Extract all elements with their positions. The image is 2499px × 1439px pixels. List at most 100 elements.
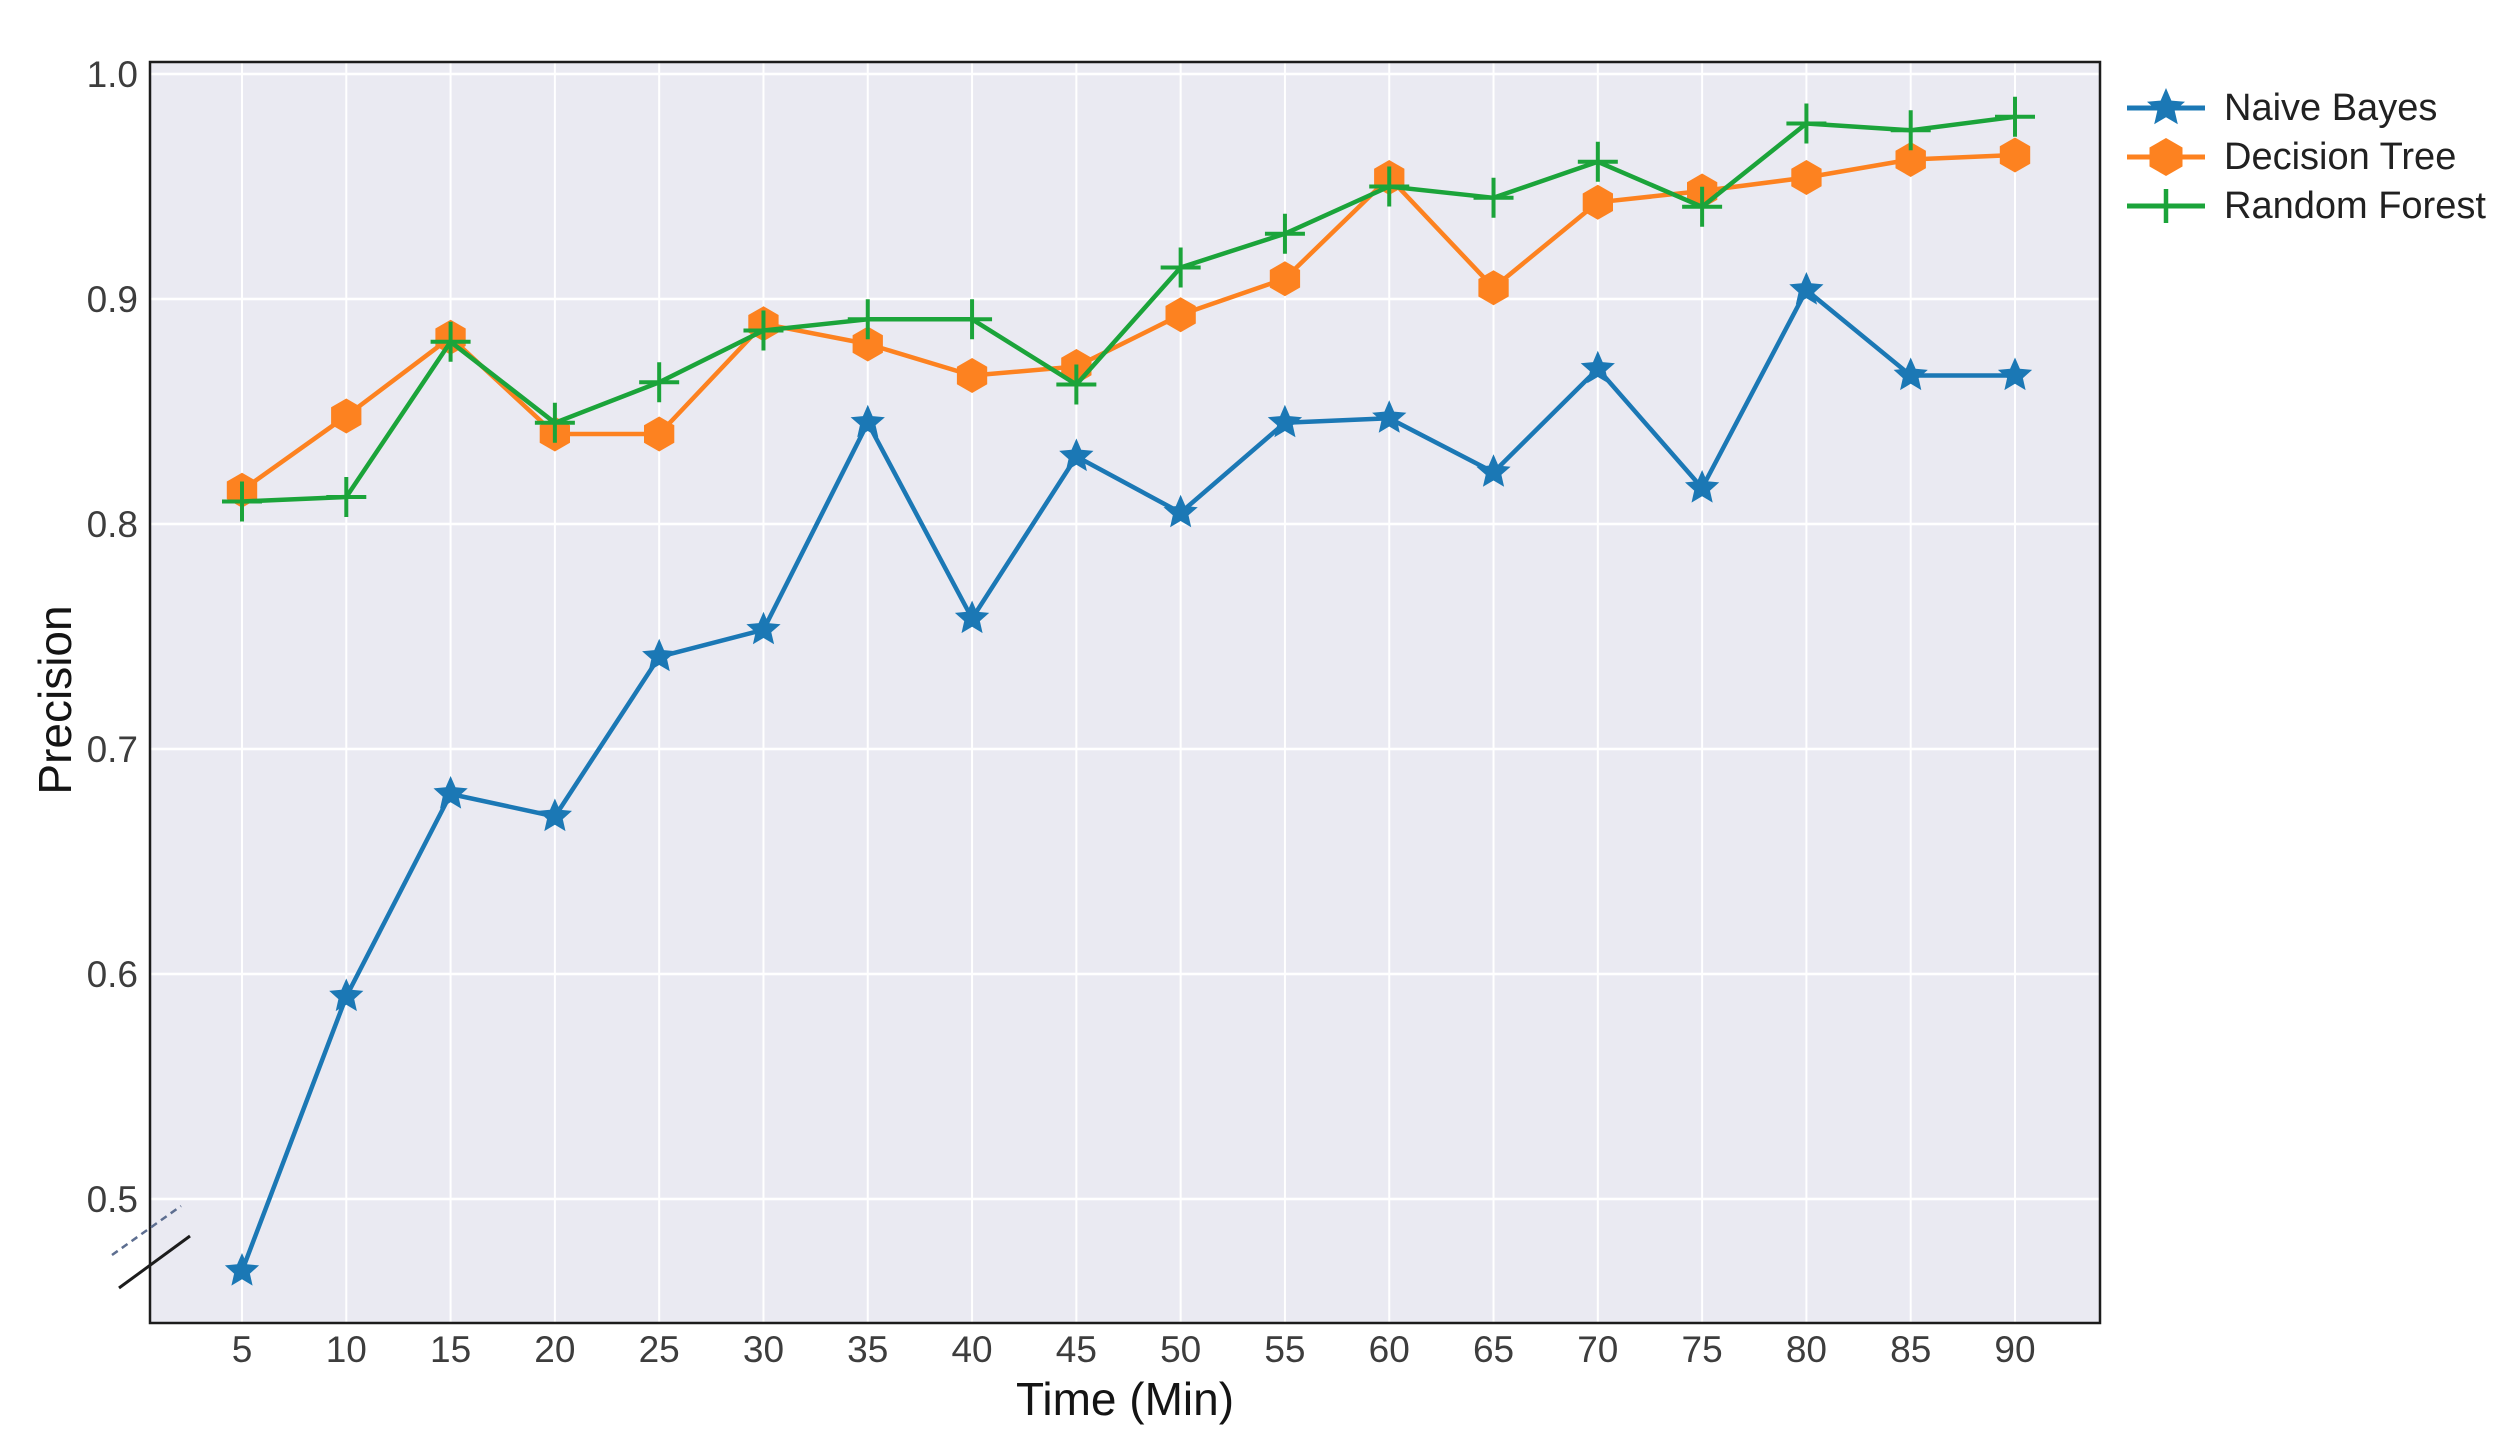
plus-marker-icon (2127, 188, 2205, 223)
data-point-random-forest (1890, 110, 1931, 151)
y-tick-label: 0.6 (87, 954, 138, 995)
data-point-naive-bayes (1267, 404, 1303, 438)
y-axis-title: Precision (29, 605, 81, 795)
data-point-naive-bayes (1893, 357, 1928, 391)
data-point-random-forest (1160, 247, 1201, 288)
data-point-naive-bayes (1789, 272, 1824, 305)
data-point-naive-bayes (224, 1253, 260, 1286)
data-point-naive-bayes (1580, 350, 1615, 384)
x-tick-label: 85 (1890, 1329, 1931, 1370)
series-naive-bayes (224, 272, 2033, 1286)
data-point-decision-tree (1478, 270, 1509, 306)
x-tick-label: 65 (1473, 1329, 1514, 1370)
data-point-random-forest (743, 310, 784, 351)
tick-labels: 0.5 0.6 0.7 0.8 0.9 1.0 5 10 15 20 25 30 35 40 45 50 55 6… (87, 54, 2036, 1370)
data-point-decision-tree (1269, 261, 1301, 297)
x-tick-label: 20 (534, 1329, 575, 1370)
x-tick-label: 40 (951, 1329, 992, 1370)
x-tick-label: 55 (1264, 1329, 1305, 1370)
x-tick-label: 35 (847, 1329, 888, 1370)
data-point-naive-bayes (746, 611, 781, 645)
x-axis-title: Time (Min) (1015, 1373, 1235, 1425)
data-point-random-forest (847, 299, 888, 340)
x-tick-label: 25 (639, 1329, 680, 1370)
series-line-decision-tree (239, 152, 2018, 493)
plot-border (148, 60, 2102, 1325)
data-point-decision-tree (1165, 297, 1196, 333)
data-point-random-forest (1056, 364, 1097, 405)
data-point-random-forest (1995, 96, 2035, 137)
y-tick-label: 1.0 (87, 54, 138, 95)
star-marker-icon (2147, 87, 2185, 124)
gridlines (150, 62, 2100, 1323)
data-point-naive-bayes (433, 776, 468, 809)
data-point-decision-tree (956, 358, 988, 393)
x-tick-label: 15 (430, 1329, 471, 1370)
data-point-random-forest (1577, 141, 1618, 182)
plot-background (150, 62, 2100, 1323)
data-point-decision-tree (852, 326, 883, 362)
hexagon-marker-icon (2149, 137, 2183, 176)
x-tick-label: 45 (1056, 1329, 1097, 1370)
legend-label-decision-tree: Decision Tree (2224, 135, 2457, 178)
data-point-naive-bayes (1059, 438, 1094, 472)
axis-break-slash-solid (118, 1234, 191, 1290)
legend-item-decision-tree: Decision Tree (2124, 132, 2486, 181)
x-tick-label: 70 (1577, 1329, 1618, 1370)
data-point-random-forest (222, 481, 262, 522)
x-tick-label: 10 (326, 1329, 367, 1370)
x-tick-label: 75 (1682, 1329, 1723, 1370)
data-point-decision-tree (1895, 142, 1926, 177)
data-point-naive-bayes (642, 638, 677, 672)
x-tick-label: 5 (232, 1329, 253, 1370)
data-point-decision-tree (1582, 184, 1613, 220)
x-tick-label: 90 (1994, 1329, 2035, 1370)
data-point-decision-tree (644, 416, 675, 452)
legend-label-naive-bayes: Naive Bayes (2224, 86, 2438, 129)
data-point-naive-bayes (850, 404, 885, 438)
legend: Naive Bayes Decision Tree Random Forest (2124, 83, 2486, 230)
series-random-forest (222, 96, 2035, 522)
series-line-naive-bayes (239, 287, 2018, 1274)
plus-marker-icon (2149, 188, 2183, 223)
x-tick-label: 80 (1786, 1329, 1827, 1370)
legend-label-random-forest: Random Forest (2224, 184, 2486, 227)
data-point-naive-bayes (1372, 400, 1407, 433)
data-point-random-forest (534, 402, 575, 443)
y-tick-label: 0.8 (87, 504, 138, 545)
data-point-naive-bayes (1476, 454, 1511, 487)
x-tick-label: 60 (1369, 1329, 1410, 1370)
y-tick-label: 0.5 (87, 1179, 138, 1220)
legend-item-random-forest: Random Forest (2124, 181, 2486, 230)
data-point-decision-tree (1999, 137, 2031, 173)
axis-break-slash-dashed (111, 1204, 182, 1257)
data-point-random-forest (326, 477, 367, 517)
y-tick-label: 0.9 (87, 279, 138, 320)
x-tick-label: 50 (1160, 1329, 1201, 1370)
series-line-random-forest (239, 114, 2018, 504)
y-tick-label: 0.7 (87, 729, 138, 770)
data-point-naive-bayes (1997, 357, 2033, 391)
data-point-random-forest (1682, 186, 1723, 227)
x-tick-label: 30 (743, 1329, 784, 1370)
legend-item-naive-bayes: Naive Bayes (2124, 83, 2486, 132)
star-marker-icon (2127, 87, 2205, 124)
data-point-random-forest (1264, 213, 1305, 254)
data-point-decision-tree (1791, 160, 1822, 195)
data-point-decision-tree (331, 398, 362, 434)
data-point-random-forest (639, 362, 680, 403)
hexagon-marker-icon (2127, 137, 2205, 176)
data-point-naive-bayes (1685, 470, 1720, 503)
data-point-random-forest (1369, 166, 1410, 207)
data-point-random-forest (1473, 177, 1514, 218)
y-axis-break-marks (111, 1204, 191, 1290)
data-point-naive-bayes (537, 798, 572, 832)
data-point-naive-bayes (329, 978, 364, 1012)
data-point-naive-bayes (954, 600, 990, 634)
data-point-random-forest (1786, 103, 1827, 144)
data-point-random-forest (952, 299, 993, 340)
data-point-naive-bayes (1163, 494, 1198, 528)
data-point-random-forest (430, 321, 471, 362)
